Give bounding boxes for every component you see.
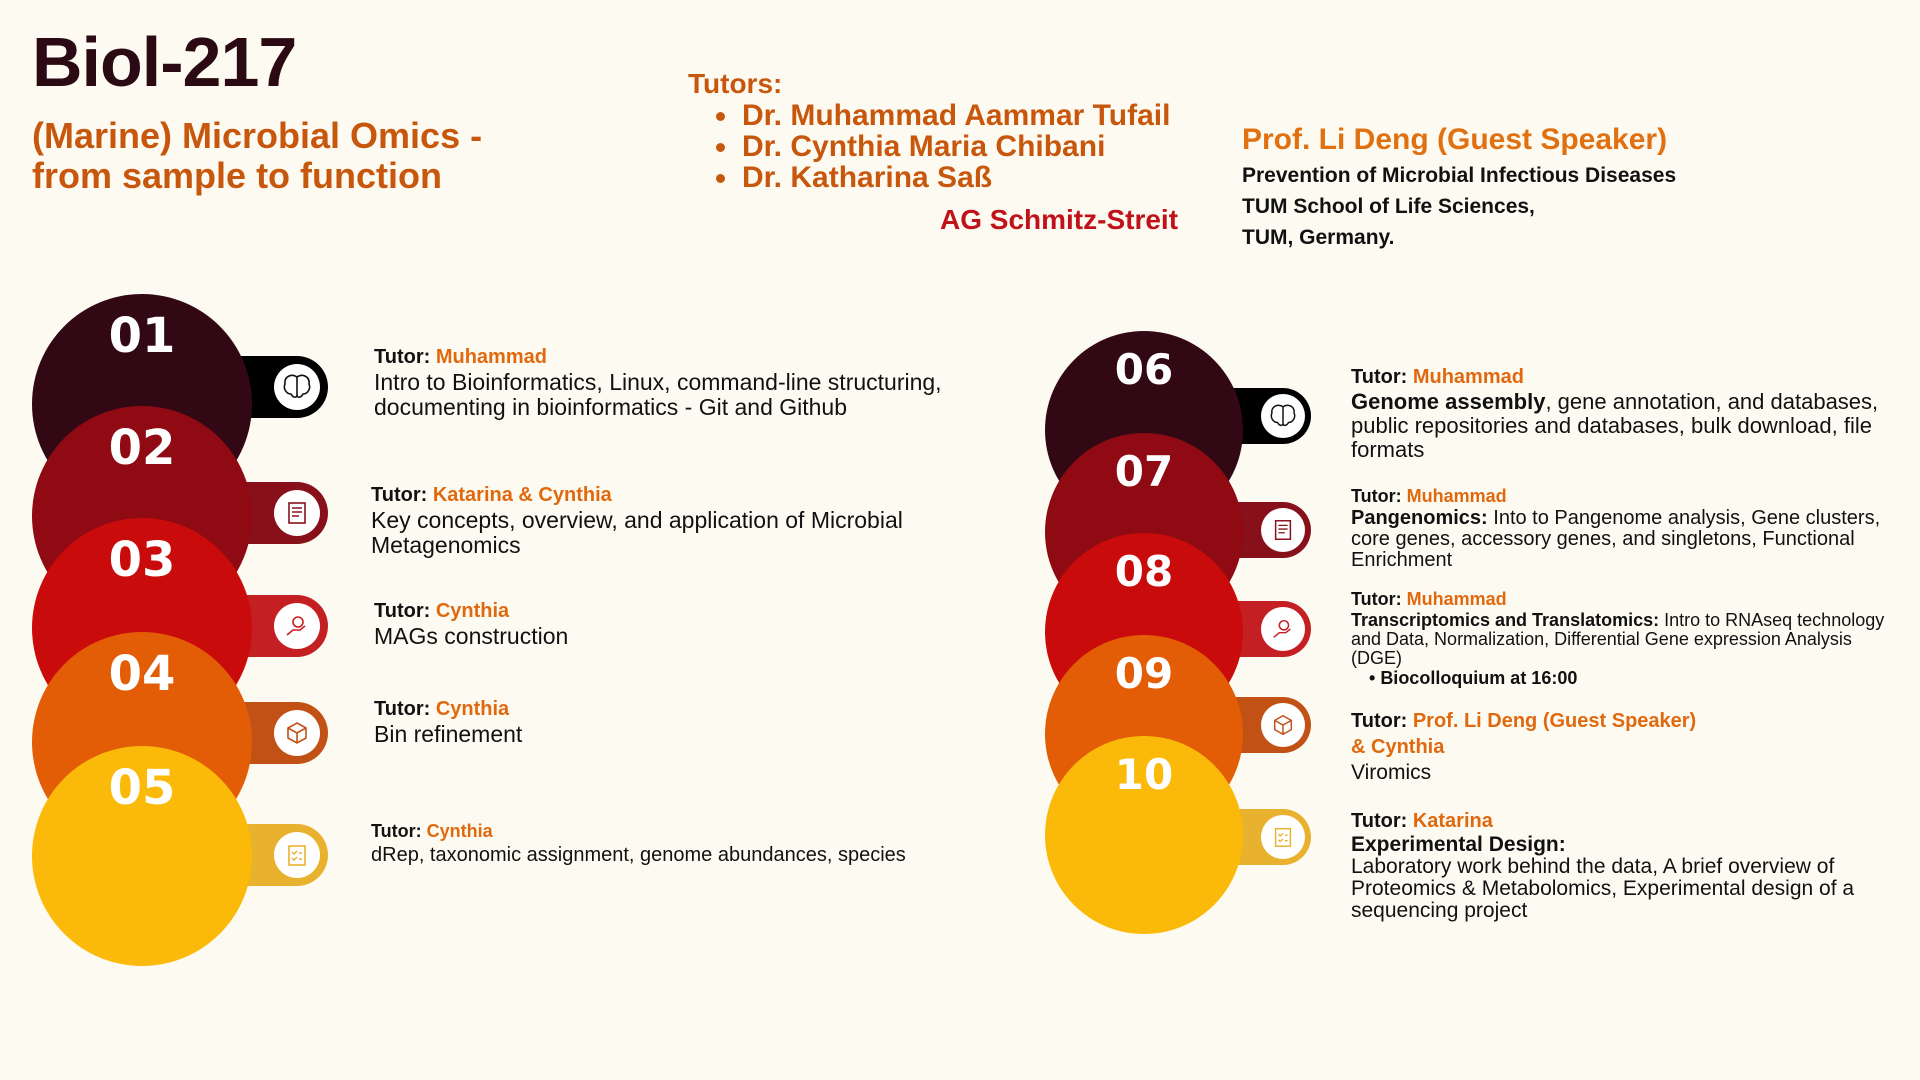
day-number: 03 <box>108 532 176 588</box>
tutor-label: Tutor: <box>374 698 436 720</box>
day-04-text: Tutor: Cynthia Bin refinement <box>374 696 994 747</box>
tutor-label: Tutor: <box>1351 366 1413 388</box>
tutor-list-item: Dr. Katharina Saß <box>740 162 1170 193</box>
tutor-line: Tutor: Muhammad <box>1351 364 1891 390</box>
schedule-note-text: Biocolloquium at 16:00 <box>1380 668 1578 688</box>
day-description: Pangenomics: Into to Pangenome analysis,… <box>1351 508 1896 571</box>
guest-affiliation-line: Prevention of Microbial Infectious Disea… <box>1242 164 1677 187</box>
tutor-list-item: Dr. Muhammad Aammar Tufail <box>740 100 1170 131</box>
course-title-line2: from sample to function <box>32 155 443 196</box>
topic-text: Intro to RNAseq technology and Data, Nor… <box>1351 610 1885 668</box>
guest-speaker-name: Prof. Li Deng (Guest Speaker) <box>1242 123 1668 156</box>
tutor-label: Tutor: <box>374 346 436 368</box>
idea-hand-icon <box>1261 607 1305 651</box>
tutor-name: Prof. Li Deng (Guest Speaker) <box>1412 710 1697 732</box>
topic-text: Into to Pangenome analysis, Gene cluster… <box>1351 507 1881 571</box>
tutor-line: Tutor: Prof. Li Deng (Guest Speaker) <box>1351 708 1891 734</box>
day-description: Transcriptomics and Translatomics: Intro… <box>1351 611 1886 668</box>
day-08-text: Tutor: Muhammad Transcriptomics and Tran… <box>1351 587 1886 688</box>
tutor-label: Tutor: <box>1351 486 1407 506</box>
day-description: dRep, taxonomic assignment, genome abund… <box>371 844 906 866</box>
tutor-label: Tutor: <box>374 600 436 622</box>
tutor-line: Tutor: Katarina <box>1351 808 1891 834</box>
day-number: 05 <box>108 760 176 816</box>
tutor-label: Tutor: <box>1351 710 1413 732</box>
tutor-name: Cynthia <box>435 600 510 622</box>
course-code: Biol-217 <box>32 23 297 101</box>
day-description: Bin refinement <box>374 721 523 747</box>
guest-speaker-block: Prof. Li Deng (Guest Speaker) Prevention… <box>1242 120 1676 253</box>
brain-icon <box>274 364 320 410</box>
guest-affiliation-line: TUM, Germany. <box>1242 226 1395 249</box>
cube-icon <box>1261 703 1305 747</box>
day-description: Intro to Bioinformatics, Linux, command-… <box>374 369 942 420</box>
day-05-circle: 05 <box>32 746 252 966</box>
tutor-name-continued: & Cynthia <box>1351 736 1445 758</box>
clipboard-icon <box>1261 815 1305 859</box>
tutor-line: Tutor: Katarina & Cynthia <box>371 482 991 508</box>
day-number: 10 <box>1114 750 1174 799</box>
day-10-circle: 10 <box>1045 736 1243 934</box>
day-description: Genome assembly, gene annotation, and da… <box>1351 390 1891 462</box>
tutor-list-item: Dr. Cynthia Maria Chibani <box>740 131 1170 162</box>
day-number: 01 <box>108 308 176 364</box>
schedule-note: • Biocolloquium at 16:00 <box>1369 668 1578 688</box>
tutor-name: Muhammad <box>435 346 547 368</box>
tutor-line: Tutor: Cynthia <box>371 818 911 844</box>
topic-bold: Genome assembly <box>1351 389 1546 414</box>
tutor-line: Tutor: Muhammad <box>1351 587 1886 611</box>
day-description: Key concepts, overview, and application … <box>371 507 903 558</box>
tutor-label: Tutor: <box>371 821 427 841</box>
topic-bold: Experimental Design: <box>1351 833 1566 856</box>
course-title-line1: (Marine) Microbial Omics - <box>32 115 483 156</box>
tutor-line: Tutor: Cynthia <box>374 598 994 624</box>
brain-icon <box>1261 394 1305 438</box>
day-description-heading: Experimental Design: <box>1351 834 1891 856</box>
tutor-name: Katarina <box>1412 810 1493 832</box>
topic-bold: Transcriptomics and Translatomics: <box>1351 610 1660 630</box>
tutor-label: Tutor: <box>1351 589 1407 609</box>
tutor-name: Cynthia <box>435 698 510 720</box>
day-description: Laboratory work behind the data, A brief… <box>1351 855 1855 922</box>
day-number: 08 <box>1114 547 1174 596</box>
topic-text: , gene annotation, and databases, public… <box>1351 389 1879 462</box>
tutor-line: Tutor: Cynthia <box>374 696 994 722</box>
tutor-name: Muhammad <box>1406 589 1507 609</box>
day-03-text: Tutor: Cynthia MAGs construction <box>374 598 994 649</box>
tutor-line: Tutor: Muhammad <box>1351 484 1896 508</box>
tutors-block: Tutors: Dr. Muhammad Aammar Tufail Dr. C… <box>688 68 1170 193</box>
day-06-text: Tutor: Muhammad Genome assembly, gene an… <box>1351 364 1891 462</box>
tutor-name: Muhammad <box>1406 486 1507 506</box>
topic-bold: Pangenomics: <box>1351 507 1488 529</box>
day-02-text: Tutor: Katarina & Cynthia Key concepts, … <box>371 482 991 558</box>
tutor-label: Tutor: <box>371 484 433 506</box>
notes-icon <box>274 490 320 536</box>
day-10-text: Tutor: Katarina Experimental Design: Lab… <box>1351 808 1891 922</box>
tutor-line: Tutor: Muhammad <box>374 344 994 370</box>
tutor-name: Muhammad <box>1412 366 1524 388</box>
tutors-list: Dr. Muhammad Aammar Tufail Dr. Cynthia M… <box>688 100 1170 193</box>
day-description: MAGs construction <box>374 623 569 649</box>
course-title: (Marine) Microbial Omics - from sample t… <box>32 116 592 196</box>
tutors-heading: Tutors: <box>688 68 783 99</box>
day-09-text: Tutor: Prof. Li Deng (Guest Speaker) & C… <box>1351 708 1891 785</box>
tutor-name: Katarina & Cynthia <box>432 484 612 506</box>
day-number: 09 <box>1114 649 1174 698</box>
tutor-name: Cynthia <box>426 821 493 841</box>
notes-icon <box>1261 508 1305 552</box>
day-number: 07 <box>1114 447 1174 496</box>
group-name: AG Schmitz-Streit <box>940 204 1179 235</box>
day-number: 04 <box>108 646 176 702</box>
clipboard-icon <box>274 832 320 878</box>
cube-icon <box>274 710 320 756</box>
guest-affiliation-line: TUM School of Life Sciences, <box>1242 195 1535 218</box>
day-description: Viromics <box>1351 761 1432 784</box>
day-number: 02 <box>108 420 176 476</box>
day-01-text: Tutor: Muhammad Intro to Bioinformatics,… <box>374 344 994 420</box>
idea-hand-icon <box>274 603 320 649</box>
tutor-label: Tutor: <box>1351 810 1413 832</box>
day-07-text: Tutor: Muhammad Pangenomics: Into to Pan… <box>1351 484 1896 571</box>
day-number: 06 <box>1114 345 1174 394</box>
day-05-text: Tutor: Cynthia dRep, taxonomic assignmen… <box>371 818 911 866</box>
